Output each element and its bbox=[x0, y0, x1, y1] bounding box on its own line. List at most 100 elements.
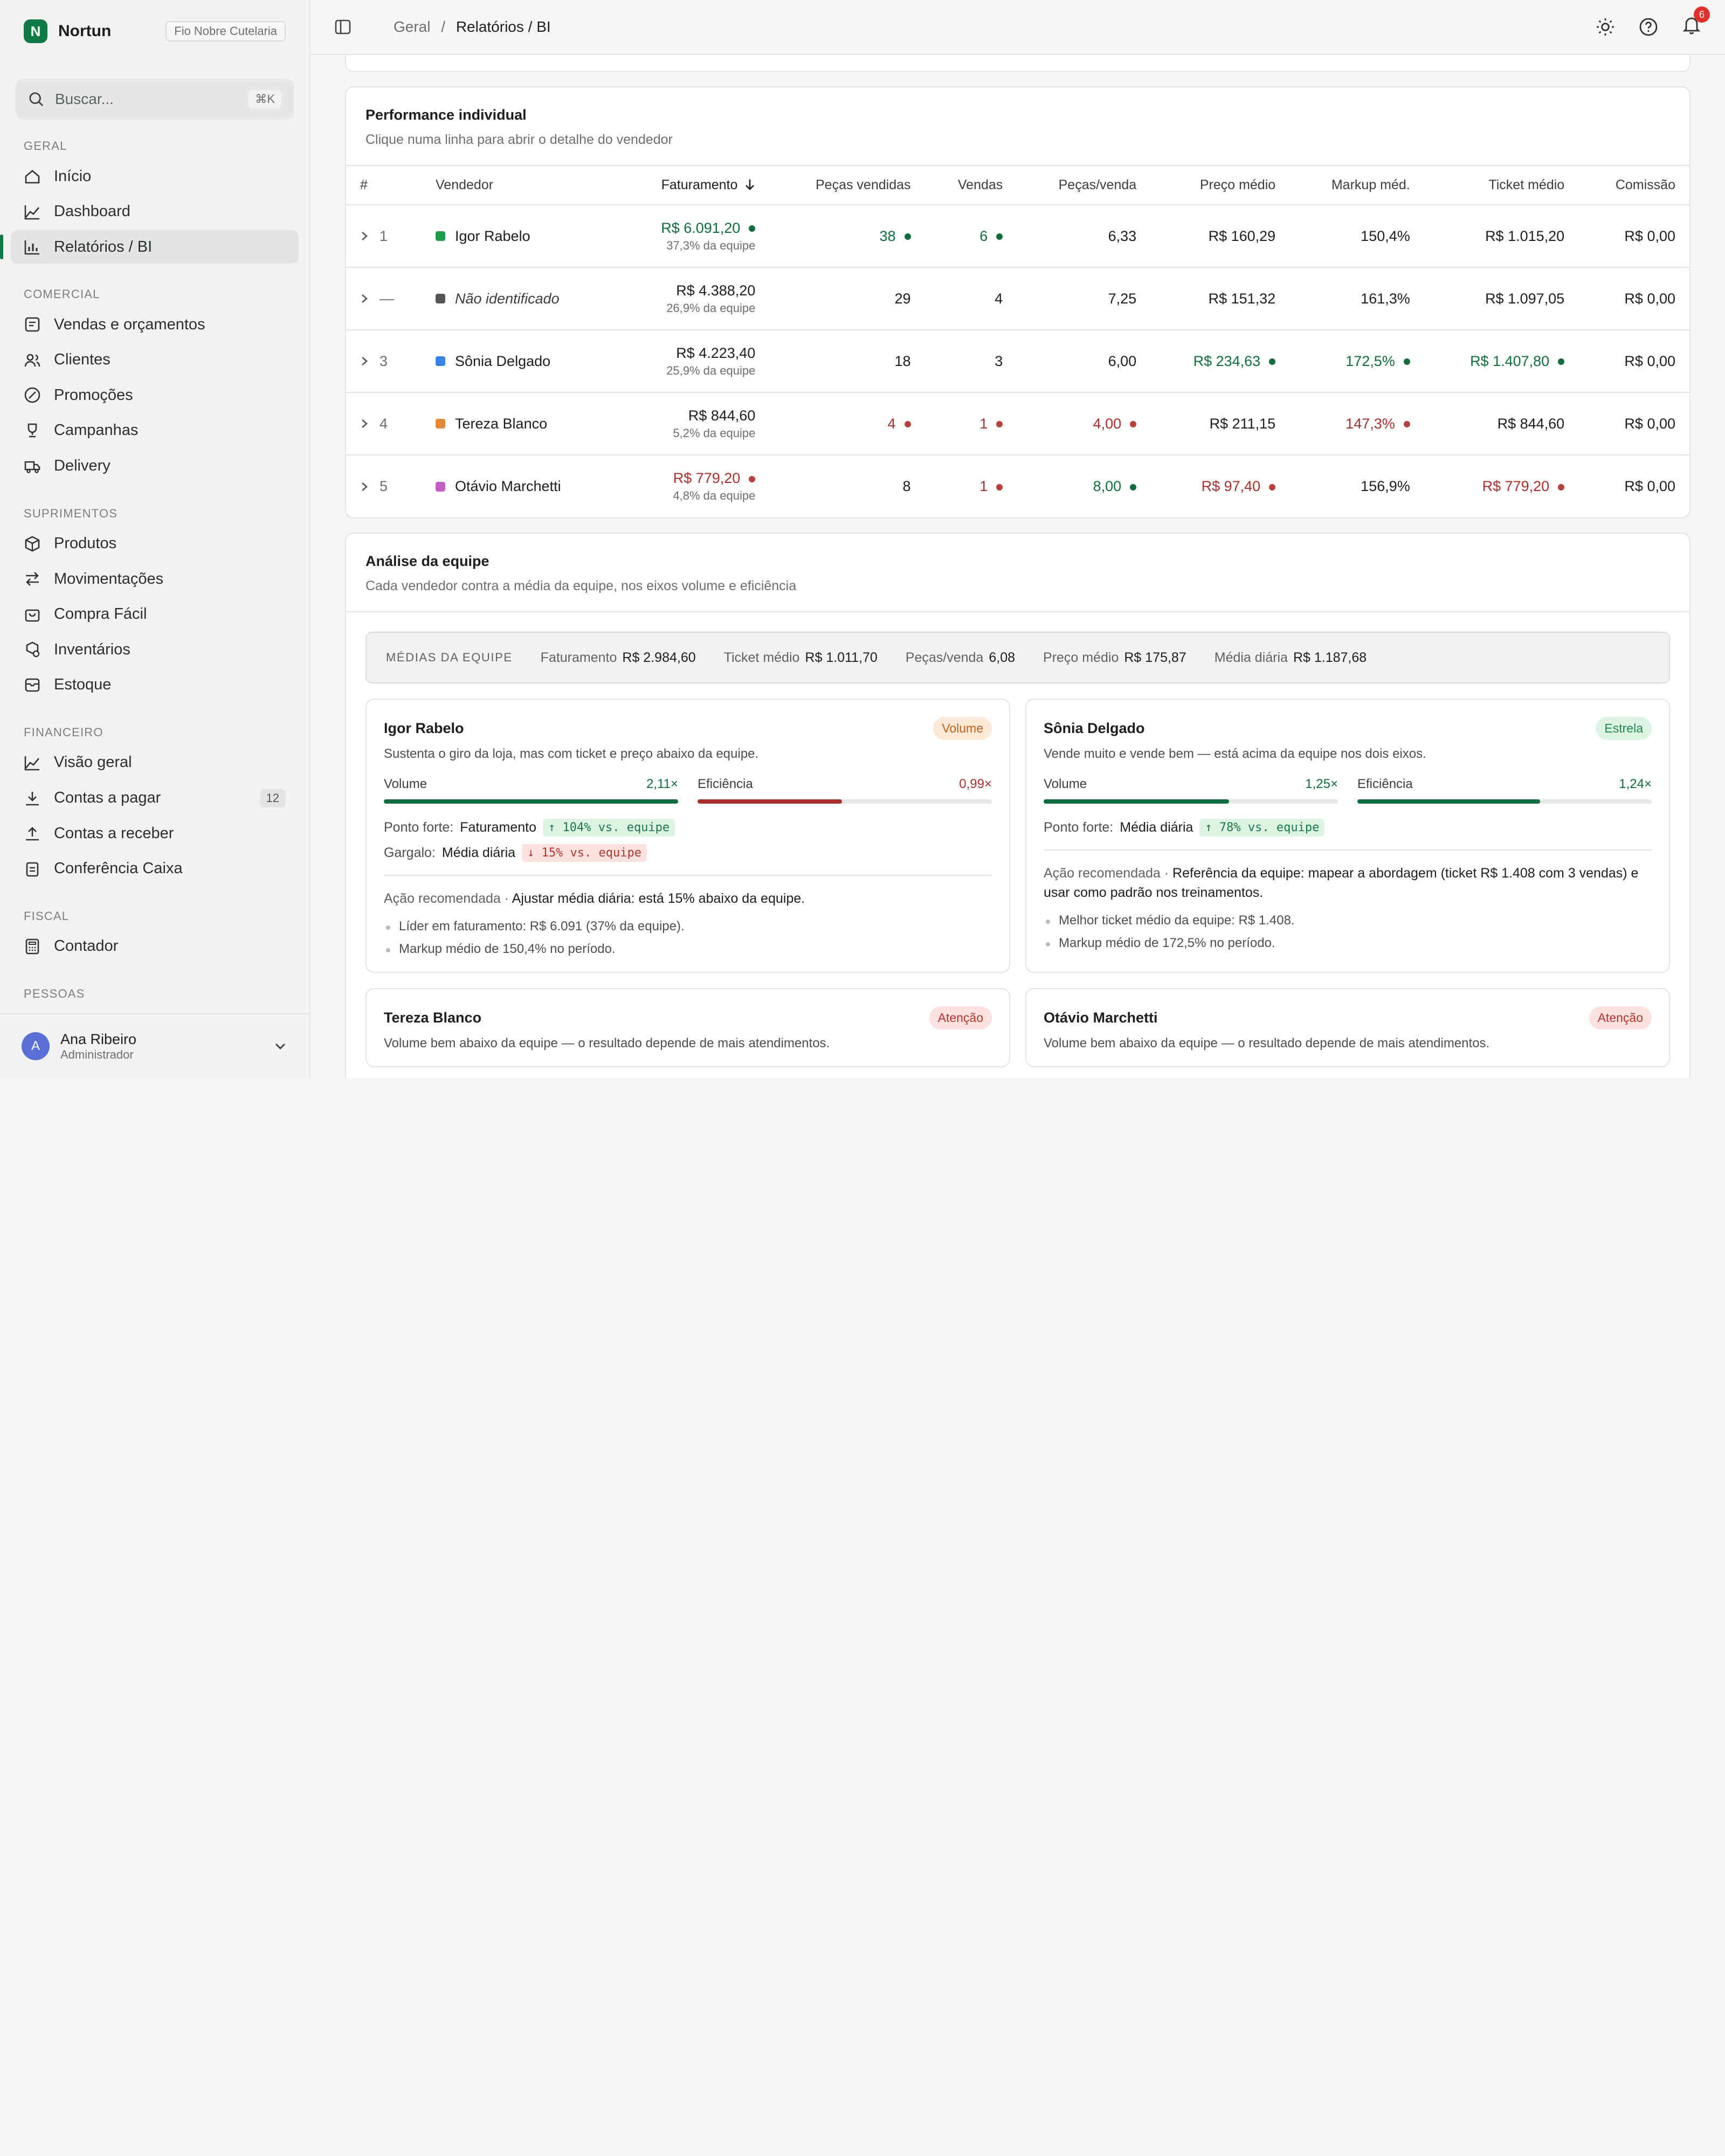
chevron-right-icon[interactable] bbox=[360, 356, 369, 367]
table-row[interactable]: 1 Igor Rabelo R$ 6.091,20 37,3% da equipe… bbox=[346, 205, 1689, 268]
sidebar-item-inventarios[interactable]: Inventários bbox=[11, 633, 299, 666]
insight-item: Markup médio de 150,4% no período. bbox=[384, 942, 992, 957]
receipt-icon bbox=[25, 317, 40, 332]
column-label: Comissão bbox=[1615, 177, 1675, 192]
sidebar-item-dashboard[interactable]: Dashboard bbox=[11, 195, 299, 229]
sidebar-item-visao-geral[interactable]: Visão geral bbox=[11, 746, 299, 779]
insight-item: Melhor ticket médio da equipe: R$ 1.408. bbox=[1044, 913, 1652, 928]
sidebar-item-estoque[interactable]: Estoque bbox=[11, 668, 299, 702]
average-ticket: R$ 1.407,80 bbox=[1470, 353, 1564, 369]
commission: R$ 0,00 bbox=[1624, 478, 1675, 494]
column-header-comissao[interactable]: Comissão bbox=[1578, 166, 1689, 205]
average-ticket: R$ 779,20 bbox=[1482, 478, 1565, 494]
average-label: Preço médio bbox=[1043, 649, 1119, 665]
sidebar-item-vendas-e-orcamentos[interactable]: Vendas e orçamentos bbox=[11, 308, 299, 341]
average-price: R$ 234,63 bbox=[1193, 353, 1276, 369]
action-label: Ação recomendada · bbox=[1044, 866, 1169, 881]
help-icon[interactable] bbox=[1639, 17, 1658, 37]
table-row[interactable]: 4 Tereza Blanco R$ 844,60 5,2% da equipe … bbox=[346, 392, 1689, 455]
sidebar-item-label: Início bbox=[54, 167, 92, 185]
breadcrumb-current: Relatórios / BI bbox=[456, 18, 551, 35]
table-row[interactable]: 3 Sônia Delgado R$ 4.223,40 25,9% da equi… bbox=[346, 330, 1689, 393]
column-header-preco-medio[interactable]: Preço médio bbox=[1150, 166, 1290, 205]
chart-line-icon bbox=[24, 756, 39, 771]
table-row[interactable]: — Não identificado R$ 4.388,20 26,9% da e… bbox=[346, 267, 1689, 330]
sidebar-item-label: Estoque bbox=[54, 676, 112, 694]
average-value: 6,08 bbox=[989, 649, 1016, 665]
sidebar-toggle-icon[interactable] bbox=[334, 18, 351, 36]
chevron-right-icon[interactable] bbox=[360, 231, 369, 241]
trophy-icon bbox=[27, 423, 37, 438]
vendor-name: Sônia Delgado bbox=[455, 353, 551, 369]
brand-name: Nortun bbox=[58, 22, 112, 40]
classification-badge: Estrela bbox=[1596, 717, 1652, 740]
table-row[interactable]: 5 Otávio Marchetti R$ 779,20 4,8% da equi… bbox=[346, 455, 1689, 517]
efficiency-meter: Eficiência 1,24× bbox=[1357, 777, 1652, 804]
pieces-sold: 4 bbox=[887, 416, 910, 432]
bar-chart-icon bbox=[24, 240, 39, 255]
bottleneck-metric: Média diária bbox=[441, 845, 516, 860]
column-header-faturamento[interactable]: Faturamento bbox=[615, 166, 770, 205]
strength-label: Ponto forte: bbox=[1044, 820, 1114, 835]
notifications-button[interactable]: 6 bbox=[1682, 6, 1710, 39]
revenue-share: 37,3% da equipe bbox=[666, 238, 756, 252]
column-label: Peças/venda bbox=[1058, 177, 1137, 192]
meter-value: 1,25× bbox=[1305, 777, 1338, 791]
sidebar-item-movimentacoes[interactable]: Movimentações bbox=[11, 562, 299, 596]
sidebar-item-contador[interactable]: Contador bbox=[11, 930, 299, 963]
column-header-vendedor[interactable]: Vendedor bbox=[422, 166, 615, 205]
average-markup: 147,3% bbox=[1346, 416, 1410, 432]
avatar: A bbox=[22, 1032, 50, 1060]
tenant-selector[interactable]: Fio Nobre Cutelaria bbox=[165, 21, 286, 42]
column-header-markup-med[interactable]: Markup méd. bbox=[1289, 166, 1424, 205]
rank: 3 bbox=[380, 353, 388, 369]
team-average-preco-medio: Preço médio R$ 175,87 bbox=[1043, 650, 1186, 666]
performance-title: Performance individual bbox=[365, 107, 527, 123]
sidebar-item-campanhas[interactable]: Campanhas bbox=[11, 414, 299, 447]
sidebar-item-relatorios-bi[interactable]: Relatórios / BI bbox=[0, 230, 299, 264]
bag-icon bbox=[25, 609, 40, 622]
vendor-card-igor-rabelo[interactable]: Igor Rabelo Volume Sustenta o giro da lo… bbox=[365, 699, 1010, 973]
box-icon bbox=[25, 536, 40, 552]
sun-icon[interactable] bbox=[1596, 17, 1615, 37]
revenue-share: 5,2% da equipe bbox=[673, 426, 756, 440]
column-header-rank[interactable]: # bbox=[346, 166, 422, 205]
column-header-vendas[interactable]: Vendas bbox=[924, 166, 1017, 205]
sidebar-item-promocoes[interactable]: Promoções bbox=[11, 378, 299, 412]
user-menu[interactable]: A Ana Ribeiro Administrador bbox=[0, 1013, 309, 1078]
chevron-right-icon[interactable] bbox=[360, 293, 369, 304]
rank: — bbox=[380, 290, 394, 307]
meter-label: Volume bbox=[384, 777, 427, 791]
performance-table: # Vendedor Faturamento Peças vendidas Venda… bbox=[346, 166, 1689, 517]
sidebar-item-conferencia-caixa[interactable]: Conferência Caixa bbox=[11, 852, 299, 886]
average-value: R$ 2.984,60 bbox=[622, 649, 696, 665]
column-header-pecas-vendidas[interactable]: Peças vendidas bbox=[769, 166, 925, 205]
column-header-pecas-venda[interactable]: Peças/venda bbox=[1017, 166, 1151, 205]
sidebar-item-produtos[interactable]: Produtos bbox=[11, 527, 299, 561]
sidebar-item-delivery[interactable]: Delivery bbox=[11, 450, 299, 483]
sidebar-item-compra-facil[interactable]: Compra Fácil bbox=[11, 598, 299, 631]
chevron-down-icon[interactable] bbox=[273, 1039, 288, 1054]
download-icon bbox=[26, 791, 39, 805]
sidebar-item-contas-a-receber[interactable]: Contas a receber bbox=[11, 817, 299, 850]
classification-badge: Atenção bbox=[1589, 1006, 1652, 1029]
column-header-ticket-medio[interactable]: Ticket médio bbox=[1424, 166, 1579, 205]
chevron-right-icon[interactable] bbox=[360, 418, 369, 429]
search-input[interactable]: Buscar... ⌘K bbox=[15, 79, 294, 120]
team-average-ticket-medio: Ticket médio R$ 1.011,70 bbox=[724, 650, 878, 666]
average-ticket: R$ 844,60 bbox=[1497, 415, 1565, 432]
sidebar-item-inicio[interactable]: Início bbox=[11, 160, 299, 193]
sidebar-item-contas-a-pagar[interactable]: Contas a pagar 12 bbox=[11, 782, 299, 815]
vendor-card-tereza-blanco[interactable]: Tereza Blanco Atenção Volume bem abaixo … bbox=[365, 988, 1010, 1067]
breadcrumb-root[interactable]: Geral bbox=[394, 18, 431, 35]
sidebar-item-clientes[interactable]: Clientes bbox=[11, 343, 299, 377]
clipboard-icon bbox=[26, 862, 39, 877]
pieces-per-sale: 6,33 bbox=[1108, 227, 1137, 244]
vendor-card-sonia-delgado[interactable]: Sônia Delgado Estrela Vende muito e vend… bbox=[1025, 699, 1670, 973]
revenue-share: 25,9% da equipe bbox=[666, 363, 756, 377]
team-average-pecas-venda: Peças/venda 6,08 bbox=[906, 650, 1015, 666]
main: Geral / Relatórios / BI 6 Performance in… bbox=[310, 0, 1725, 1078]
chevron-right-icon[interactable] bbox=[360, 481, 369, 492]
team-average-media-diaria: Média diária R$ 1.187,68 bbox=[1215, 650, 1367, 666]
vendor-card-otavio-marchetti[interactable]: Otávio Marchetti Atenção Volume bem abai… bbox=[1025, 988, 1670, 1067]
